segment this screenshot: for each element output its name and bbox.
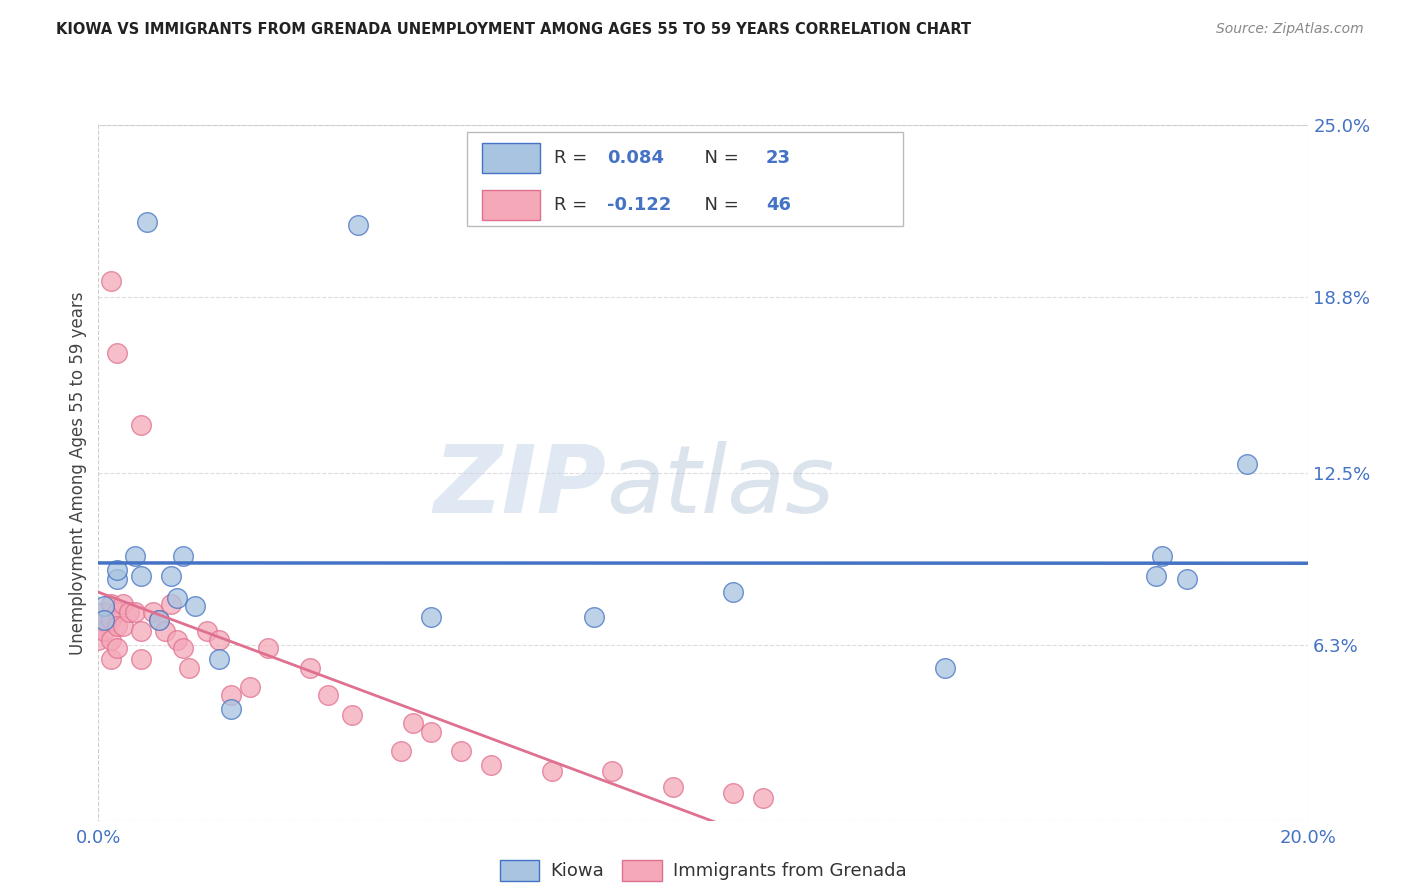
- Point: [100, 613, 122, 627]
- Point: [347, 218, 370, 232]
- Y-axis label: Unemployment Among Ages 55 to 59 years: Unemployment Among Ages 55 to 59 years: [69, 291, 87, 655]
- Text: 46: 46: [766, 196, 792, 214]
- Point: [723, 585, 745, 599]
- Text: N =: N =: [693, 149, 745, 167]
- Point: [93, 624, 115, 639]
- FancyBboxPatch shape: [482, 190, 540, 220]
- Point: [93, 599, 115, 614]
- Point: [105, 605, 128, 619]
- Point: [179, 660, 201, 674]
- Point: [105, 563, 128, 577]
- Point: [195, 624, 218, 639]
- Text: R =: R =: [554, 196, 593, 214]
- Point: [153, 624, 176, 639]
- Point: [184, 599, 207, 614]
- Point: [100, 274, 122, 288]
- Point: [111, 619, 134, 633]
- Point: [160, 568, 183, 582]
- Point: [129, 624, 152, 639]
- Point: [111, 597, 134, 611]
- Point: [602, 764, 624, 778]
- Point: [256, 641, 278, 656]
- Point: [105, 641, 128, 656]
- Text: KIOWA VS IMMIGRANTS FROM GRENADA UNEMPLOYMENT AMONG AGES 55 TO 59 YEARS CORRELAT: KIOWA VS IMMIGRANTS FROM GRENADA UNEMPLO…: [56, 22, 972, 37]
- Text: R =: R =: [554, 149, 593, 167]
- Point: [129, 652, 152, 666]
- Text: Source: ZipAtlas.com: Source: ZipAtlas.com: [1216, 22, 1364, 37]
- Point: [135, 215, 157, 229]
- Point: [105, 619, 128, 633]
- FancyBboxPatch shape: [467, 132, 903, 226]
- Point: [316, 689, 339, 703]
- Text: 0.084: 0.084: [607, 149, 665, 167]
- Point: [662, 780, 685, 795]
- Point: [172, 641, 194, 656]
- Point: [934, 660, 956, 674]
- Point: [389, 744, 412, 758]
- Text: ZIP: ZIP: [433, 441, 606, 533]
- Point: [221, 702, 243, 716]
- Point: [1144, 568, 1167, 582]
- Point: [87, 619, 110, 633]
- Text: atlas: atlas: [606, 442, 835, 533]
- Point: [105, 572, 128, 586]
- Point: [93, 613, 115, 627]
- FancyBboxPatch shape: [482, 143, 540, 173]
- Point: [481, 758, 503, 772]
- Point: [148, 613, 170, 627]
- Point: [124, 605, 146, 619]
- Point: [540, 764, 562, 778]
- Point: [100, 597, 122, 611]
- Point: [142, 605, 165, 619]
- Point: [221, 689, 243, 703]
- Point: [299, 660, 322, 674]
- Point: [172, 549, 194, 564]
- Point: [752, 791, 775, 805]
- Point: [129, 568, 152, 582]
- Point: [166, 632, 188, 647]
- Point: [129, 418, 152, 433]
- Legend: Kiowa, Immigrants from Grenada: Kiowa, Immigrants from Grenada: [492, 853, 914, 888]
- Point: [1152, 549, 1174, 564]
- Point: [450, 744, 472, 758]
- Point: [93, 613, 115, 627]
- Point: [100, 652, 122, 666]
- Point: [723, 786, 745, 800]
- Point: [208, 632, 231, 647]
- Point: [118, 605, 141, 619]
- Text: 23: 23: [766, 149, 792, 167]
- Point: [1236, 458, 1258, 472]
- Point: [420, 610, 443, 624]
- Point: [93, 605, 115, 619]
- Text: -0.122: -0.122: [607, 196, 672, 214]
- Point: [160, 597, 183, 611]
- Point: [239, 680, 262, 694]
- Point: [583, 610, 606, 624]
- Point: [208, 652, 231, 666]
- Point: [402, 716, 425, 731]
- Text: N =: N =: [693, 196, 745, 214]
- Point: [87, 632, 110, 647]
- Point: [420, 724, 443, 739]
- Point: [166, 591, 188, 605]
- Point: [1175, 572, 1198, 586]
- Point: [342, 707, 364, 722]
- Point: [124, 549, 146, 564]
- Point: [105, 346, 128, 360]
- Point: [148, 613, 170, 627]
- Point: [100, 632, 122, 647]
